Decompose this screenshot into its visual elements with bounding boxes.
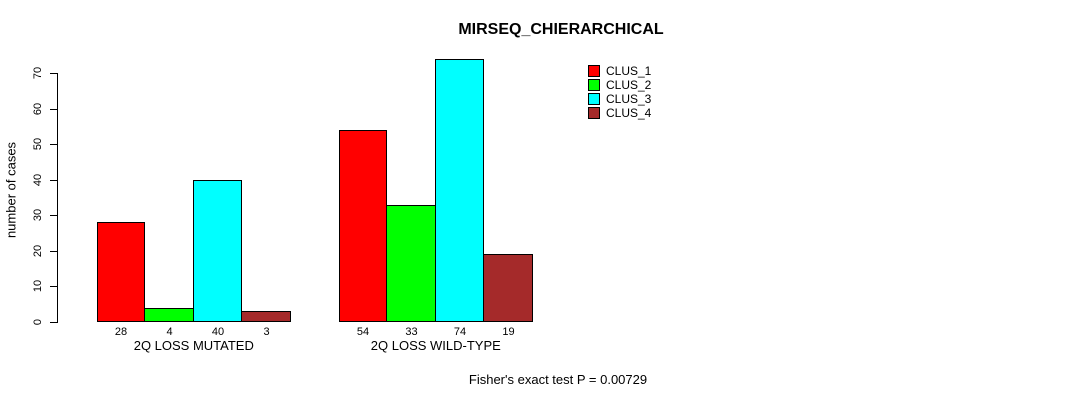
fisher-test-annotation: Fisher's exact test P = 0.00729 — [468, 372, 648, 387]
legend-swatch-clus_3 — [588, 93, 600, 105]
y-tick-label: 40 — [32, 173, 44, 187]
bar-clus_4-2 — [483, 254, 533, 322]
bar-value-label: 4 — [166, 326, 173, 338]
y-tick-label: 20 — [32, 244, 44, 258]
bar-value-label: 28 — [114, 326, 128, 338]
x-category-label: 2Q LOSS MUTATED — [133, 338, 254, 353]
bar-value-label: 40 — [211, 326, 225, 338]
y-tick — [50, 286, 57, 287]
legend-entry: CLUS_2 — [588, 79, 651, 91]
legend-entry: CLUS_3 — [588, 93, 651, 105]
legend-swatch-clus_1 — [588, 65, 600, 77]
y-tick-label: 10 — [32, 279, 44, 293]
bar-clus_4-1 — [241, 311, 291, 322]
legend: CLUS_1 CLUS_2 CLUS_3 CLUS_4 — [588, 65, 651, 121]
bar-clus_1-2 — [339, 130, 387, 322]
legend-label: CLUS_4 — [606, 106, 652, 120]
legend-entry: CLUS_1 — [588, 65, 651, 77]
bar-value-label: 54 — [356, 326, 370, 338]
y-axis-label: number of cases — [3, 141, 19, 239]
bar-value-label: 19 — [502, 326, 515, 338]
y-tick-label: 0 — [32, 318, 44, 326]
legend-label: CLUS_2 — [606, 78, 652, 92]
y-tick-label: 30 — [32, 208, 44, 222]
bar-clus_2-1 — [144, 308, 194, 322]
y-tick — [50, 109, 57, 110]
x-category-label: 2Q LOSS WILD-TYPE — [370, 338, 501, 353]
bar-clus_1-1 — [97, 222, 145, 322]
y-tick — [50, 144, 57, 145]
y-axis-line — [57, 73, 58, 323]
y-tick — [50, 180, 57, 181]
bar-value-label: 74 — [453, 326, 467, 338]
y-tick — [50, 251, 57, 252]
legend-label: CLUS_3 — [606, 92, 652, 106]
bar-value-label: 33 — [405, 326, 418, 338]
y-tick-label: 70 — [32, 66, 44, 80]
y-tick — [50, 215, 57, 216]
bar-clus_3-1 — [193, 180, 242, 322]
legend-label: CLUS_1 — [606, 64, 652, 78]
y-tick — [50, 322, 57, 323]
bar-clus_2-2 — [386, 205, 436, 322]
bar-clus_3-2 — [435, 59, 484, 322]
legend-swatch-clus_2 — [588, 79, 600, 91]
y-tick-label: 50 — [32, 137, 44, 151]
bar-value-label: 3 — [263, 326, 270, 338]
legend-entry: CLUS_4 — [588, 107, 651, 119]
legend-swatch-clus_4 — [588, 107, 600, 119]
y-tick — [50, 73, 57, 74]
y-tick-label: 60 — [32, 102, 44, 116]
chart-title: MIRSEQ_CHIERARCHICAL — [458, 21, 664, 38]
